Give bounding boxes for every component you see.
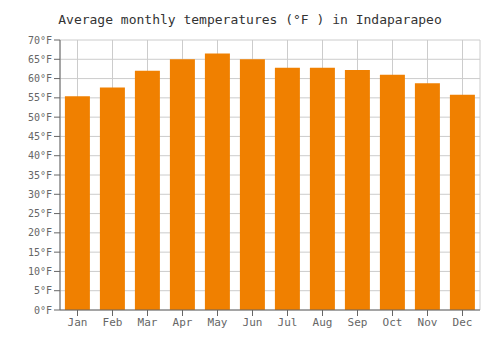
svg-text:Jun: Jun [243,316,263,329]
svg-text:40°F: 40°F [28,150,52,161]
svg-text:Nov: Nov [418,316,438,329]
html-text:Average monthly temperatures (: Average monthly temperatures (°F ) in In… [58,12,442,27]
svg-text:Jul: Jul [278,316,298,329]
svg-text:Aug: Aug [313,316,333,329]
svg-text:45°F: 45°F [28,131,52,142]
svg-text:5°F: 5°F [34,285,52,296]
svg-text:May: May [208,316,228,329]
svg-text:15°F: 15°F [28,247,52,258]
svg-text:Apr: Apr [173,316,193,329]
svg-text:Sep: Sep [348,316,368,329]
svg-text:0°F: 0°F [34,305,52,316]
svg-text:30°F: 30°F [28,189,52,200]
svg-text:50°F: 50°F [28,112,52,123]
svg-text:65°F: 65°F [28,54,52,65]
svg-text:35°F: 35°F [28,170,52,181]
svg-text:20°F: 20°F [28,227,52,238]
svg-text:10°F: 10°F [28,266,52,277]
svg-text:Mar: Mar [138,316,158,329]
svg-text:Feb: Feb [103,316,123,329]
svg-text:60°F: 60°F [28,73,52,84]
svg-text:70°F: 70°F [28,35,52,46]
svg-text:Dec: Dec [453,316,473,329]
svg-text:25°F: 25°F [28,208,52,219]
svg-text:55°F: 55°F [28,92,52,103]
svg-text:Jan: Jan [68,316,88,329]
svg-text:Oct: Oct [383,316,403,329]
